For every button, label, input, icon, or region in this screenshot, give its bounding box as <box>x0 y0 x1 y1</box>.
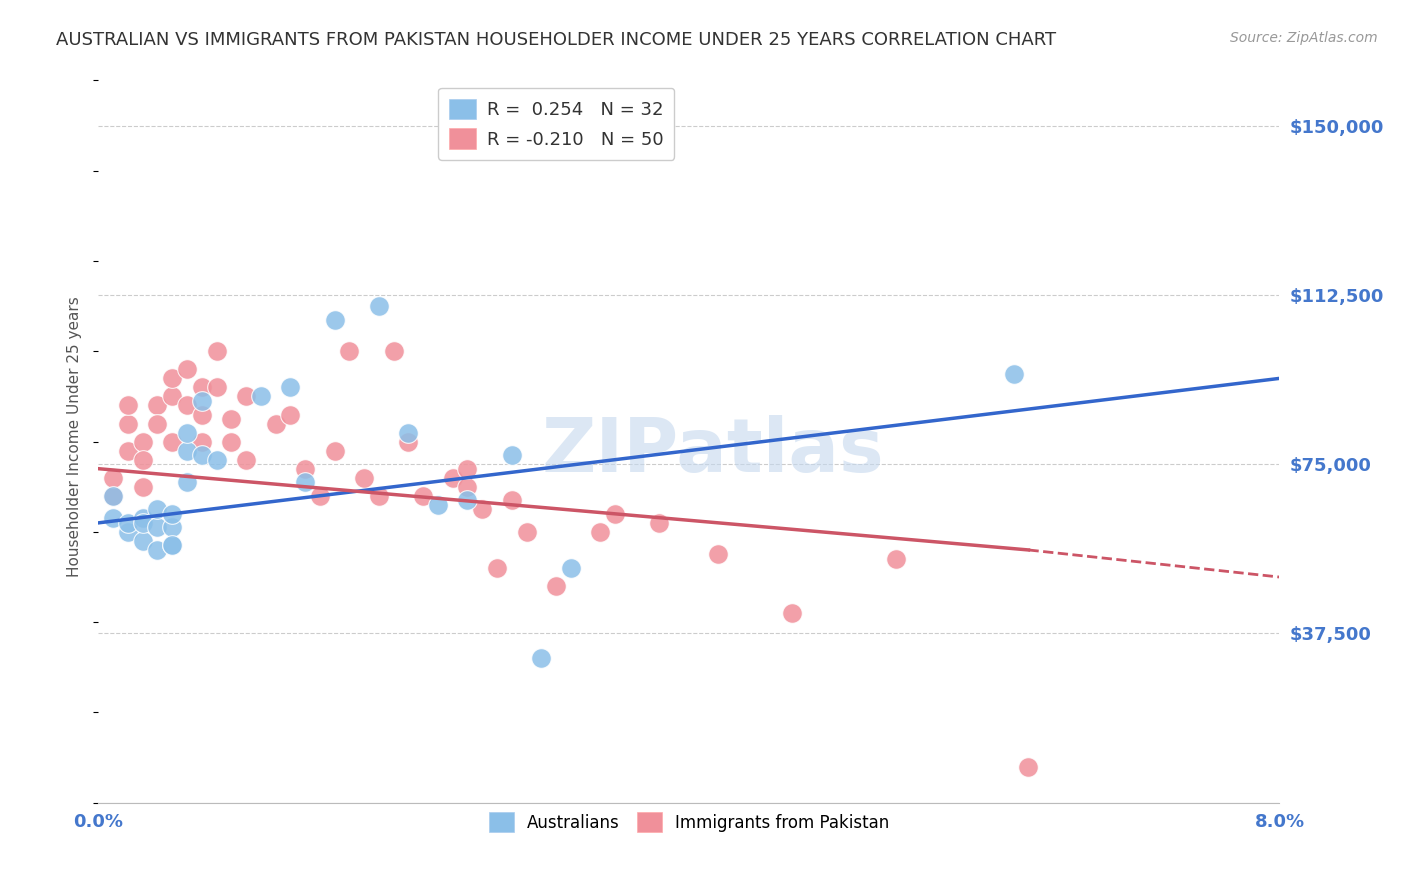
Point <box>146 502 169 516</box>
Point <box>103 489 125 503</box>
Point <box>132 452 155 467</box>
Point <box>589 524 612 539</box>
Point <box>398 425 420 440</box>
Point <box>339 344 361 359</box>
Point <box>176 443 198 458</box>
Point <box>235 389 257 403</box>
Text: Source: ZipAtlas.com: Source: ZipAtlas.com <box>1230 31 1378 45</box>
Point <box>146 399 169 413</box>
Y-axis label: Householder Income Under 25 years: Householder Income Under 25 years <box>67 297 83 577</box>
Point <box>176 475 198 490</box>
Point <box>191 408 214 422</box>
Point <box>323 443 346 458</box>
Point <box>323 312 346 326</box>
Point <box>546 579 568 593</box>
Point <box>309 489 332 503</box>
Point <box>103 511 125 525</box>
Point <box>191 448 214 462</box>
Point <box>457 461 479 475</box>
Point <box>117 516 139 530</box>
Point <box>117 524 139 539</box>
Point <box>707 548 730 562</box>
Point <box>1002 367 1025 381</box>
Point <box>353 471 375 485</box>
Point <box>648 516 671 530</box>
Point <box>264 417 287 431</box>
Point <box>132 511 155 525</box>
Point <box>162 389 183 403</box>
Point <box>146 543 169 558</box>
Point <box>605 507 627 521</box>
Point <box>368 299 391 313</box>
Point <box>176 362 198 376</box>
Point <box>471 502 494 516</box>
Point <box>280 408 302 422</box>
Point <box>501 448 523 462</box>
Point <box>191 394 214 409</box>
Point <box>132 533 155 548</box>
Point <box>486 561 509 575</box>
Point <box>162 371 183 385</box>
Point <box>191 434 214 449</box>
Point <box>221 434 243 449</box>
Point <box>162 520 183 534</box>
Text: ZIPatlas: ZIPatlas <box>541 415 884 488</box>
Point <box>530 651 553 665</box>
Point <box>782 606 804 620</box>
Point <box>205 452 228 467</box>
Point <box>412 489 434 503</box>
Point <box>427 498 450 512</box>
Point <box>117 399 139 413</box>
Point <box>221 412 243 426</box>
Point <box>162 434 183 449</box>
Point <box>117 443 139 458</box>
Text: AUSTRALIAN VS IMMIGRANTS FROM PAKISTAN HOUSEHOLDER INCOME UNDER 25 YEARS CORRELA: AUSTRALIAN VS IMMIGRANTS FROM PAKISTAN H… <box>56 31 1056 49</box>
Point <box>457 493 479 508</box>
Point <box>884 552 907 566</box>
Point <box>146 417 169 431</box>
Point <box>280 380 302 394</box>
Point <box>162 538 183 552</box>
Point <box>103 489 125 503</box>
Point <box>250 389 273 403</box>
Point <box>235 452 257 467</box>
Point <box>516 524 538 539</box>
Point <box>1018 760 1040 774</box>
Point <box>132 480 155 494</box>
Point <box>398 434 420 449</box>
Point <box>205 380 228 394</box>
Point <box>162 538 183 552</box>
Point <box>560 561 582 575</box>
Point <box>191 380 214 394</box>
Point <box>146 520 169 534</box>
Point <box>368 489 391 503</box>
Point <box>132 516 155 530</box>
Point <box>294 461 316 475</box>
Point <box>103 471 125 485</box>
Point <box>176 425 198 440</box>
Point <box>294 475 316 490</box>
Legend: Australians, Immigrants from Pakistan: Australians, Immigrants from Pakistan <box>482 805 896 838</box>
Point <box>117 417 139 431</box>
Point <box>132 434 155 449</box>
Point <box>162 507 183 521</box>
Point <box>382 344 405 359</box>
Point <box>176 399 198 413</box>
Point <box>441 471 464 485</box>
Point <box>205 344 228 359</box>
Point <box>501 493 523 508</box>
Point <box>457 480 479 494</box>
